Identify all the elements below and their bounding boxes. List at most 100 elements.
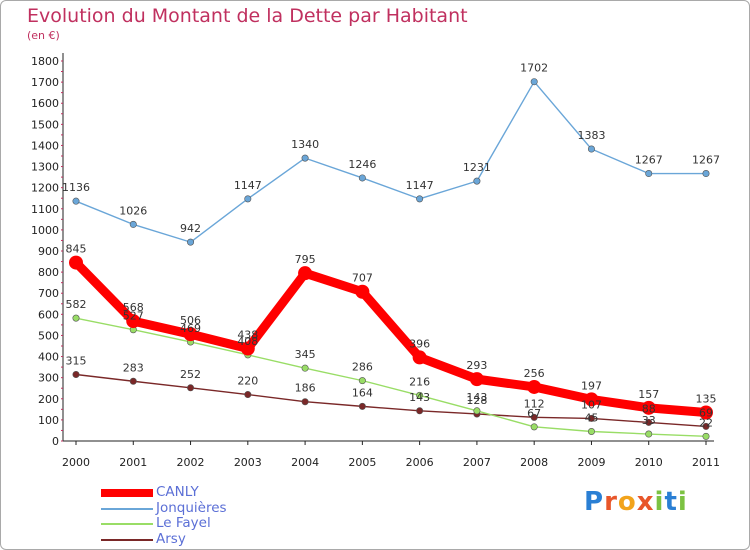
data-label: 143	[409, 391, 430, 404]
data-point	[702, 432, 710, 440]
data-label: 582	[66, 298, 87, 311]
y-tick-label: 1200	[31, 182, 59, 195]
data-label: 1383	[577, 129, 605, 142]
data-label: 45	[584, 412, 598, 425]
data-label: 1026	[119, 204, 147, 217]
data-label: 1147	[234, 179, 262, 192]
data-label: 1267	[692, 154, 720, 167]
data-point	[244, 391, 252, 399]
data-label: 527	[123, 310, 144, 323]
logo-letter: o	[617, 487, 637, 517]
data-point	[301, 364, 309, 372]
data-label: 107	[581, 398, 602, 411]
y-tick-label: 800	[38, 266, 59, 279]
y-tick-label: 1100	[31, 203, 59, 216]
legend-label: Le Fayel	[156, 515, 211, 531]
legend: CANLY Jonquières Le Fayel Arsy	[101, 485, 321, 547]
legend-item: Le Fayel	[101, 516, 321, 532]
data-label: 128	[466, 394, 487, 407]
data-point	[244, 195, 252, 203]
x-tick-label: 2004	[291, 456, 319, 469]
data-label: 33	[642, 414, 656, 427]
logo-letter: i	[677, 487, 688, 517]
data-point	[298, 266, 313, 281]
data-point	[358, 377, 366, 385]
data-label: 469	[180, 322, 201, 335]
data-label: 845	[66, 243, 87, 256]
data-label: 283	[123, 361, 144, 374]
data-label: 795	[295, 253, 316, 266]
data-point	[69, 255, 83, 270]
y-tick-label: 1300	[31, 161, 59, 174]
data-point	[587, 414, 595, 422]
chart-subtitle: (en €)	[27, 29, 60, 42]
x-tick-label: 2000	[62, 456, 90, 469]
data-label: 186	[295, 382, 316, 395]
data-label: 1231	[463, 161, 491, 174]
data-point	[129, 377, 137, 385]
data-label: 112	[524, 397, 545, 410]
data-point	[72, 197, 80, 205]
data-point	[530, 413, 538, 421]
y-tick-label: 1700	[31, 76, 59, 89]
data-point	[416, 391, 424, 399]
data-point	[72, 370, 80, 378]
data-label: 252	[180, 368, 201, 381]
y-tick-label: 600	[38, 308, 59, 321]
data-point	[416, 195, 424, 203]
x-tick-label: 2005	[348, 456, 376, 469]
logo-letter: x	[636, 487, 655, 517]
legend-item: Jonquières	[101, 499, 321, 517]
data-label: 67	[527, 407, 541, 420]
data-label: 1246	[348, 158, 376, 171]
data-point	[416, 407, 424, 415]
data-label: 1702	[520, 62, 548, 75]
y-tick-label: 1400	[31, 139, 59, 152]
data-point	[584, 392, 599, 407]
legend-swatch	[101, 507, 153, 510]
legend-label: Arsy	[156, 530, 186, 547]
data-label: 286	[352, 361, 373, 374]
data-label: 293	[466, 359, 487, 372]
line-chart: 0 100 200 300 400 500 600 700 800 900 1000 1100 1200…	[31, 53, 720, 469]
axes: 0 100 200 300 400 500 600 700 800 900 1000 1100 1200…	[31, 53, 720, 469]
data-point	[702, 170, 710, 178]
data-point	[355, 284, 370, 299]
data-point	[72, 314, 80, 322]
x-tick-label: 2006	[406, 456, 434, 469]
logo-letter: r	[604, 487, 618, 517]
data-point	[527, 379, 542, 394]
data-point	[358, 174, 366, 182]
data-label: 315	[66, 355, 87, 368]
data-point	[530, 423, 538, 431]
data-point	[358, 402, 366, 410]
series-line-2	[75, 317, 707, 438]
data-label: 1267	[635, 154, 663, 167]
y-tick-label: 700	[38, 287, 59, 300]
data-labels: 845 568 506 438 795 707 396 293 256 197 157 135 1136…	[62, 62, 720, 430]
y-tick-label: 100	[38, 414, 59, 427]
data-point	[183, 327, 198, 342]
data-point	[187, 384, 195, 392]
data-label: 438	[237, 329, 258, 342]
data-label: 69	[699, 406, 713, 419]
data-label: 164	[352, 386, 373, 399]
data-point	[702, 422, 710, 430]
logo-letter: t	[664, 487, 678, 517]
data-label: 1147	[406, 179, 434, 192]
data-point	[587, 427, 595, 435]
logo-letter: i	[654, 487, 665, 517]
y-tick-label: 200	[38, 393, 59, 406]
legend-label: Jonquières	[156, 499, 227, 516]
proxiti-logo: Proxiti	[584, 487, 688, 517]
data-label: 568	[123, 301, 144, 314]
data-label: 88	[642, 402, 656, 415]
series-lines	[71, 80, 711, 438]
y-tick-label: 400	[38, 351, 59, 364]
data-point	[473, 177, 481, 185]
data-point	[301, 398, 309, 406]
data-point	[129, 220, 137, 228]
y-tick-label: 500	[38, 329, 59, 342]
y-tick-label: 0	[52, 435, 59, 448]
data-point	[412, 350, 427, 365]
